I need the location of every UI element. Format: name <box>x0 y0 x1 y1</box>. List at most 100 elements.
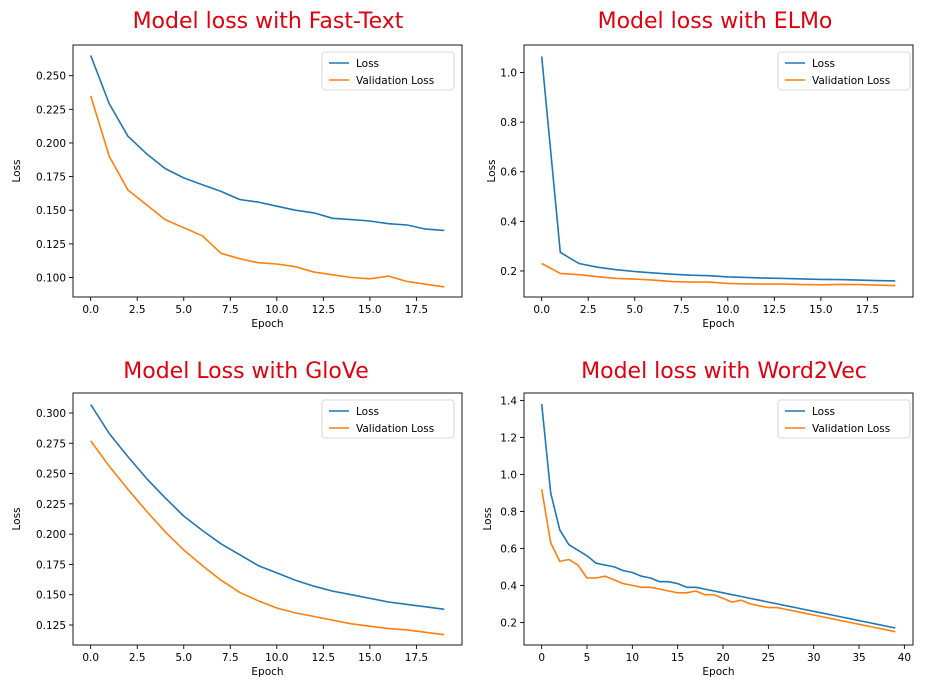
y-tick-label: 0.200 <box>36 529 66 541</box>
y-tick-label: 0.100 <box>36 272 66 284</box>
subplot-3: Model Loss with GloVe 0.0 2.5 5.0 7.5 10.0 12.… <box>11 359 463 678</box>
y-tick-label: 0.4 <box>500 216 517 228</box>
series-line-loss <box>540 56 896 282</box>
x-tick-label: 15 <box>671 652 684 664</box>
chart-title: Model Loss with GloVe <box>123 359 368 384</box>
legend-box <box>321 51 455 91</box>
y-tick-label: 0.6 <box>500 543 517 555</box>
x-tick-label: 5.0 <box>175 652 192 664</box>
series-line-validation-loss <box>540 489 896 633</box>
x-tick-label: 0.0 <box>82 652 99 664</box>
x-tick-label: 2.5 <box>129 304 146 316</box>
axes-frame <box>72 392 463 646</box>
legend-box <box>777 51 911 91</box>
y-tick-label: 0.225 <box>36 104 66 116</box>
series-line-loss <box>540 404 896 629</box>
x-tick-label: 40 <box>898 652 911 664</box>
series-line-loss <box>89 55 445 232</box>
subplot-4: Model loss with Word2Vec 0 5 10 15 20 25 30 35 40… <box>482 359 914 678</box>
legend: Loss Validation Loss <box>321 399 455 439</box>
y-tick-label: 0.6 <box>500 167 517 179</box>
x-tick-label: 5 <box>584 652 591 664</box>
y-tick-label: 0.225 <box>36 499 66 511</box>
series-line-validation-loss <box>541 262 896 287</box>
x-axis-label: Epoch <box>251 666 283 678</box>
series-line-validation-loss <box>90 440 445 636</box>
x-tick-label: 30 <box>807 652 820 664</box>
legend: Loss Validation Loss <box>321 51 455 91</box>
y-tick-label: 1.4 <box>500 395 517 407</box>
chart-title: Model loss with Word2Vec <box>581 359 867 384</box>
chart-title: Model loss with Fast-Text <box>133 9 404 34</box>
y-axis-label: Loss <box>11 507 23 530</box>
chart-title: Model loss with ELMo <box>598 9 833 34</box>
x-tick-label: 5.0 <box>626 304 643 316</box>
y-tick-label: 0.175 <box>36 559 66 571</box>
y-tick-label: 0.125 <box>36 620 66 632</box>
x-tick-label: 2.5 <box>580 304 597 316</box>
y-tick-label: 0.300 <box>36 408 66 420</box>
axes-frame <box>72 44 463 298</box>
x-tick-label: 12.5 <box>763 304 786 316</box>
series-line-loss <box>90 404 445 611</box>
x-tick-label: 15.0 <box>358 304 381 316</box>
series-line-validation-loss <box>89 95 445 288</box>
y-tick-label: 1.0 <box>500 469 517 481</box>
legend-label: Loss <box>356 406 379 418</box>
x-tick-label: 12.5 <box>312 652 335 664</box>
subplot-2: Model loss with ELMo 0.0 2.5 5.0 7.5 10.0 12.5… <box>486 9 914 330</box>
y-tick-label: 0.8 <box>500 117 517 129</box>
x-tick-label: 10 <box>626 652 639 664</box>
x-tick-label: 17.5 <box>856 304 879 316</box>
axes-frame <box>523 44 914 298</box>
legend-label: Validation Loss <box>812 423 890 435</box>
x-tick-label: 12.5 <box>312 304 335 316</box>
x-tick-label: 10.0 <box>265 304 288 316</box>
y-axis-label: Loss <box>482 507 494 530</box>
legend-label: Validation Loss <box>356 423 434 435</box>
x-tick-label: 15.0 <box>809 304 832 316</box>
y-tick-label: 0.8 <box>500 506 517 518</box>
y-tick-label: 0.125 <box>36 239 66 251</box>
y-tick-label: 0.150 <box>36 205 66 217</box>
x-tick-label: 17.5 <box>405 652 428 664</box>
legend-label: Validation Loss <box>356 75 434 87</box>
y-tick-label: 0.250 <box>36 71 66 83</box>
x-axis-label: Epoch <box>251 318 283 330</box>
legend-box <box>777 399 911 439</box>
x-tick-label: 5.0 <box>175 304 192 316</box>
y-tick-label: 1.2 <box>500 432 517 444</box>
x-tick-label: 2.5 <box>129 652 146 664</box>
x-tick-label: 25 <box>762 652 775 664</box>
legend-box <box>321 399 455 439</box>
x-tick-label: 15.0 <box>358 652 381 664</box>
x-tick-label: 0 <box>538 652 545 664</box>
x-tick-label: 7.5 <box>673 304 690 316</box>
y-tick-label: 0.250 <box>36 469 66 481</box>
axes-frame <box>523 392 914 646</box>
y-tick-label: 0.2 <box>500 617 517 629</box>
legend-label: Loss <box>812 58 835 70</box>
x-tick-label: 0.0 <box>82 304 99 316</box>
x-axis-label: Epoch <box>702 666 734 678</box>
y-axis-label: Loss <box>486 159 498 182</box>
x-tick-label: 0.0 <box>533 304 550 316</box>
legend-label: Validation Loss <box>812 75 890 87</box>
y-tick-label: 0.200 <box>36 138 66 150</box>
y-axis-label: Loss <box>11 159 23 182</box>
y-tick-label: 1.0 <box>500 68 517 80</box>
subplot-1: Model loss with Fast-Text 0.0 2.5 5.0 7.5 10.… <box>11 9 463 330</box>
legend-label: Loss <box>812 406 835 418</box>
y-tick-label: 0.4 <box>500 580 517 592</box>
y-tick-label: 0.275 <box>36 438 66 450</box>
x-tick-label: 7.5 <box>222 652 239 664</box>
legend: Loss Validation Loss <box>777 399 911 439</box>
x-axis-label: Epoch <box>702 318 734 330</box>
y-tick-label: 0.150 <box>36 590 66 602</box>
x-tick-label: 35 <box>852 652 865 664</box>
legend: Loss Validation Loss <box>777 51 911 91</box>
y-tick-label: 0.175 <box>36 172 66 184</box>
x-tick-label: 17.5 <box>405 304 428 316</box>
x-tick-label: 10.0 <box>265 652 288 664</box>
